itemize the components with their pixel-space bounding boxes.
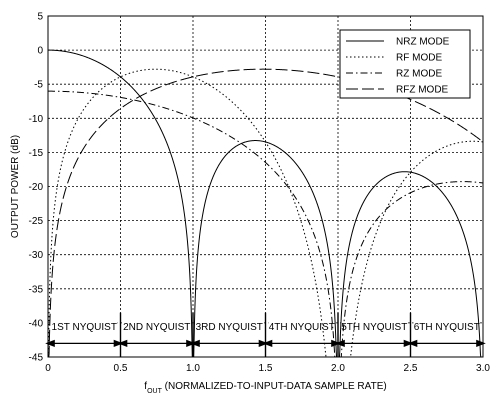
nyquist-zone-label: 1ST NYQUIST [52, 322, 117, 333]
y-tick-label: -30 [29, 250, 44, 261]
x-axis-title: fOUT (NORMALIZED-TO-INPUT-DATA SAMPLE RA… [144, 381, 386, 395]
nyquist-label-bg [123, 319, 190, 334]
nyquist-zone-label: 6TH NYQUIST [414, 322, 480, 333]
x-tick-label: 0 [45, 363, 51, 374]
nyquist-zones: 1ST NYQUIST 2ND NYQUIST 3RD NYQUIST 4TH NYQ… [45, 312, 486, 357]
y-tick-label: 5 [37, 12, 43, 23]
y-tick-label: -25 [29, 216, 44, 227]
y-tick-label: 0 [37, 46, 43, 57]
nyquist-zone-label: 5TH NYQUIST [341, 322, 407, 333]
y-tick-label: -35 [29, 284, 44, 295]
series-line-3 [48, 68, 484, 358]
legend-label-rf: RF MODE [396, 53, 442, 64]
x-axis-title-sub: OUT [147, 388, 163, 395]
nyquist-label-bg [341, 319, 408, 334]
x-tick-label: 1.0 [186, 363, 200, 374]
y-tick-label: -45 [29, 353, 44, 364]
nyquist-label-bg [196, 319, 263, 334]
y-axis-title: OUTPUT POWER (dB) [10, 135, 21, 238]
nyquist-label-bg [51, 319, 118, 334]
nyquist-zone-label: 2ND NYQUIST [123, 322, 190, 333]
x-axis-title-main: f [144, 381, 147, 392]
y-tick-label: -15 [29, 148, 44, 159]
nyquist-label-bg [413, 319, 480, 334]
series-lines [47, 49, 484, 358]
nyquist-label-bg [268, 319, 335, 334]
y-tick-label: -10 [29, 114, 44, 125]
series-line-1 [47, 68, 484, 358]
axis-ticks: 50-5-10-15-20-25-30-35-40-450 0.5 1.0 1.5 2.… [29, 12, 491, 375]
x-axis-title-rest: (NORMALIZED-TO-INPUT-DATA SAMPLE RATE) [162, 381, 387, 392]
legend-label-rfz: RFZ MODE [396, 85, 449, 96]
y-tick-label: -20 [29, 182, 44, 193]
legend-label-nrz: NRZ MODE [396, 37, 450, 48]
x-tick-label: 2.0 [331, 363, 345, 374]
legend: NRZ MODE RF MODE RZ MODE RFZ MODE [339, 29, 471, 99]
x-tick-label: 1.5 [259, 363, 273, 374]
y-tick-label: -40 [29, 318, 44, 329]
x-tick-label: 2.5 [404, 363, 418, 374]
x-tick-label: 0.5 [114, 363, 128, 374]
y-tick-label: -5 [34, 80, 43, 91]
series-line-2 [48, 90, 484, 358]
x-tick-label: 3.0 [476, 363, 490, 374]
nyquist-zone-label: 4TH NYQUIST [269, 322, 335, 333]
plot-frame [47, 15, 484, 358]
nyquist-zone-label: 3RD NYQUIST [196, 322, 263, 333]
legend-label-rz: RZ MODE [396, 69, 442, 80]
